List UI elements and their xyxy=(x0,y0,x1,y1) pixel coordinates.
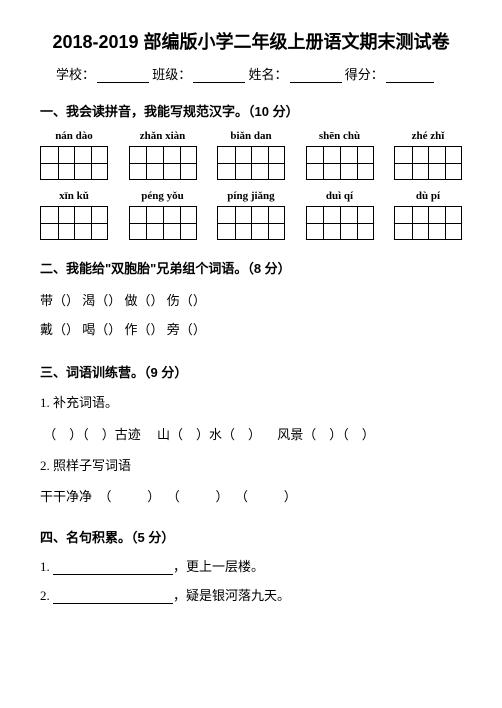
word-pairs-row1: 带（ ） 渴（ ） 做（ ） 伤（ ） xyxy=(40,287,462,316)
fill-blank[interactable] xyxy=(53,560,173,575)
section4-heading: 四、名句积累。（5 分） xyxy=(40,527,462,546)
exam-page: 2018-2019 部编版小学二年级上册语文期末测试卷 学校： 班级： 姓名： … xyxy=(0,0,502,634)
pair-item: 带（ ） 渴（ ） 做（ ） 伤（ ） xyxy=(40,287,206,316)
section3-item1-label: 1. 补充词语。 xyxy=(40,391,462,414)
pinyin-2-2: péng yǒu xyxy=(129,190,197,202)
student-info-line: 学校： 班级： 姓名： 得分： xyxy=(40,64,462,83)
grid-pair[interactable] xyxy=(217,206,285,240)
section2-heading: 二、我能给"双胞胎"兄弟组个词语。（8 分） xyxy=(40,258,462,277)
section4-item1: 1. ，更上一层楼。 xyxy=(40,556,462,575)
grid-row-2 xyxy=(40,206,462,240)
pair-item: 戴（ ） 喝（ ） 作（ ） 旁（ ） xyxy=(40,316,206,345)
pinyin-1-3: biǎn dan xyxy=(217,130,285,142)
score-blank[interactable] xyxy=(386,68,434,83)
grid-pair[interactable] xyxy=(306,206,374,240)
section3-item2-content[interactable]: 干干净净 （ ） （ ） （ ） xyxy=(40,485,462,508)
score-label: 得分： xyxy=(345,67,384,82)
fill-blank[interactable] xyxy=(53,589,173,604)
section3-heading: 三、词语训练营。（9 分） xyxy=(40,362,462,381)
pinyin-row-1: nán dào zhǎn xiàn biǎn dan shēn chù zhé … xyxy=(40,130,462,142)
grid-pair[interactable] xyxy=(129,206,197,240)
pinyin-row-2: xīn kǔ péng yǒu píng jiǎng duì qí dù pí xyxy=(40,190,462,202)
pinyin-2-4: duì qí xyxy=(306,190,374,202)
section3-item2-label: 2. 照样子写词语 xyxy=(40,454,462,477)
pinyin-1-5: zhé zhǐ xyxy=(394,130,462,142)
grid-pair[interactable] xyxy=(394,206,462,240)
class-blank[interactable] xyxy=(193,68,245,83)
pinyin-1-2: zhǎn xiàn xyxy=(129,130,197,142)
school-blank[interactable] xyxy=(97,68,149,83)
grid-pair[interactable] xyxy=(306,146,374,180)
pinyin-1-4: shēn chù xyxy=(306,130,374,142)
section4-item2: 2. ，疑是银河落九天。 xyxy=(40,585,462,604)
class-label: 班级： xyxy=(152,67,191,82)
pinyin-2-1: xīn kǔ xyxy=(40,190,108,202)
item1-prefix: 1. xyxy=(40,559,53,574)
grid-pair[interactable] xyxy=(217,146,285,180)
grid-pair[interactable] xyxy=(40,206,108,240)
pinyin-1-1: nán dào xyxy=(40,130,108,142)
section1-heading: 一、我会读拼音，我能写规范汉字。（10 分） xyxy=(40,101,462,120)
school-label: 学校： xyxy=(56,67,95,82)
pinyin-2-5: dù pí xyxy=(394,190,462,202)
grid-pair[interactable] xyxy=(40,146,108,180)
name-blank[interactable] xyxy=(290,68,342,83)
word-pairs-row2: 戴（ ） 喝（ ） 作（ ） 旁（ ） xyxy=(40,316,462,345)
grid-pair[interactable] xyxy=(394,146,462,180)
item2-prefix: 2. xyxy=(40,588,53,603)
item2-suffix: ，疑是银河落九天。 xyxy=(173,588,290,603)
grid-pair[interactable] xyxy=(129,146,197,180)
pinyin-2-3: píng jiǎng xyxy=(217,190,285,202)
grid-row-1 xyxy=(40,146,462,180)
name-label: 姓名： xyxy=(249,67,288,82)
section3-item1-content[interactable]: （ ）（ ）古迹 山（ ）水（ ） 风景（ ）（ ） xyxy=(40,423,462,446)
page-title: 2018-2019 部编版小学二年级上册语文期末测试卷 xyxy=(40,28,462,54)
item1-suffix: ，更上一层楼。 xyxy=(173,559,264,574)
